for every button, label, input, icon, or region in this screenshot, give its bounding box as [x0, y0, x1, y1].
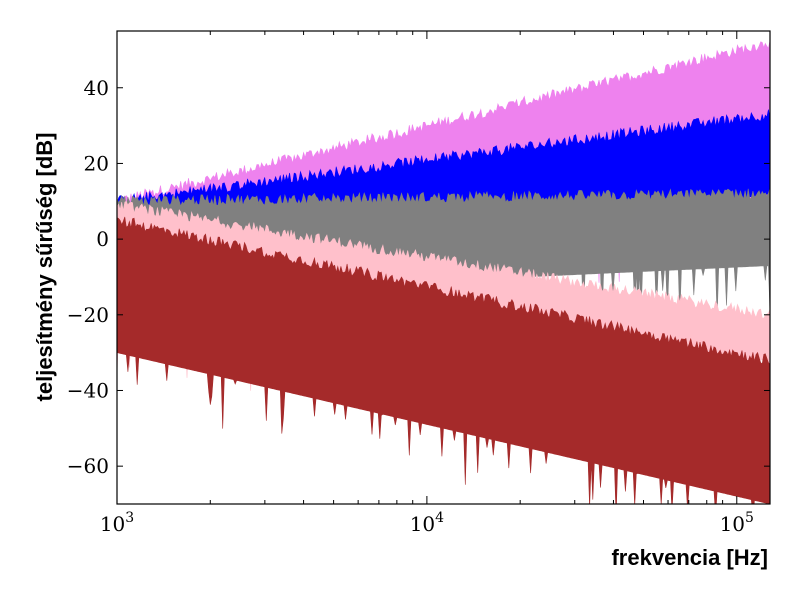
- y-axis-label: teljesítmény sűrűség [dB]: [32, 133, 57, 402]
- series-area-4: [117, 216, 770, 504]
- series-bands: [117, 40, 770, 504]
- x-tick-base: 10: [410, 512, 435, 536]
- x-ticks: 103 104 105: [100, 31, 754, 536]
- y-tick-label-5: −60: [67, 454, 109, 478]
- x-tick-exponent: 5: [745, 510, 754, 526]
- x-tick-exponent: 4: [435, 510, 444, 526]
- y-tick-label-2: 0: [96, 227, 109, 251]
- series-band-4: [117, 216, 770, 504]
- x-tick-label-2: 105: [720, 510, 754, 536]
- y-ticks: 40 20 0 −20 −40 −60: [67, 76, 770, 478]
- y-tick-label-1: 20: [84, 151, 109, 175]
- y-tick-label-3: −20: [67, 303, 109, 327]
- y-tick-label-0: 40: [84, 76, 109, 100]
- x-tick-base: 10: [100, 512, 125, 536]
- x-tick-label-1: 104: [410, 510, 444, 536]
- plot-frame: [116, 30, 771, 505]
- x-tick-label-0: 103: [100, 510, 134, 536]
- y-tick-label-4: −40: [67, 378, 109, 402]
- x-axis-label: frekvencia [Hz]: [611, 545, 768, 570]
- x-tick-exponent: 3: [125, 510, 134, 526]
- x-tick-base: 10: [720, 512, 745, 536]
